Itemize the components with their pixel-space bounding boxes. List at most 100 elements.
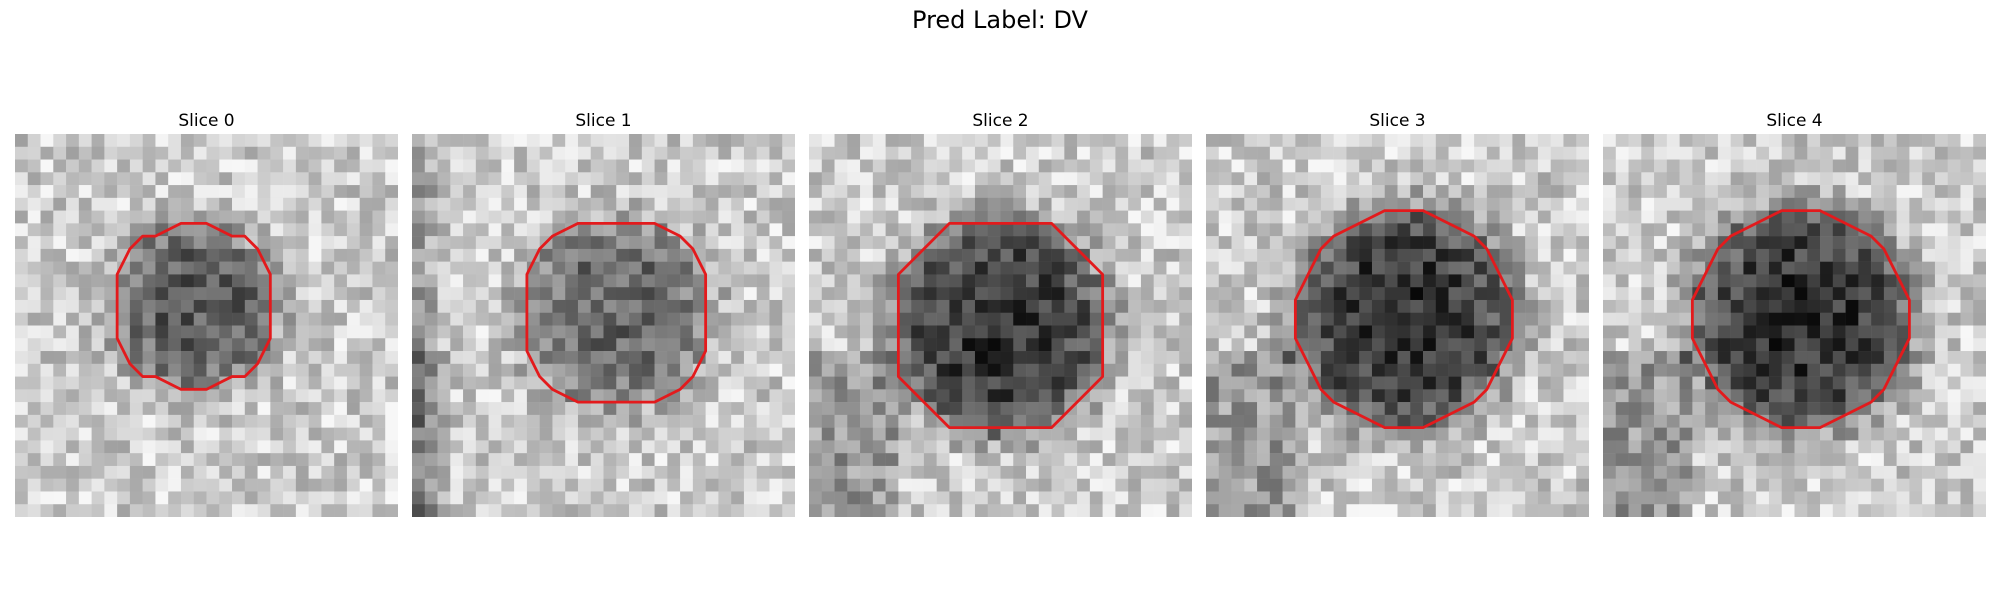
pixel	[1333, 159, 1347, 173]
pixel	[974, 312, 988, 326]
pixel	[1525, 248, 1539, 262]
pixel	[1628, 312, 1642, 326]
pixel	[1140, 172, 1154, 186]
pixel	[91, 325, 105, 339]
pixel	[1257, 351, 1271, 365]
pixel	[1947, 402, 1961, 416]
pixel	[15, 287, 29, 301]
pixel	[1550, 261, 1564, 275]
pixel	[1140, 453, 1154, 467]
slice-image-4	[1603, 134, 1986, 517]
pixel	[1474, 134, 1488, 148]
pixel	[1692, 299, 1706, 313]
pixel	[1013, 325, 1027, 339]
pixel	[40, 223, 54, 237]
pixel	[488, 325, 502, 339]
pixel	[718, 299, 732, 313]
pixel	[475, 440, 489, 454]
pixel	[1077, 427, 1091, 441]
pixel	[437, 223, 451, 237]
pixel	[1871, 274, 1885, 288]
pixel	[488, 440, 502, 454]
pixel	[1282, 299, 1296, 313]
pixel	[1845, 478, 1859, 492]
pixel	[1013, 223, 1027, 237]
pixel	[1576, 376, 1589, 390]
pixel	[359, 453, 373, 467]
pixel	[782, 223, 795, 237]
pixel	[193, 504, 207, 517]
pixel	[1423, 312, 1437, 326]
pixel	[1461, 236, 1475, 250]
pixel	[1883, 465, 1897, 479]
pixel	[821, 325, 835, 339]
pixel	[219, 325, 233, 339]
pixel	[680, 159, 694, 173]
pixel	[680, 427, 694, 441]
pixel	[987, 338, 1001, 352]
pixel	[283, 312, 297, 326]
pixel	[782, 453, 795, 467]
pixel	[1909, 363, 1923, 377]
pixel	[898, 287, 912, 301]
pixel	[206, 299, 220, 313]
pixel	[1947, 491, 1961, 505]
pixel	[1909, 389, 1923, 403]
pixel	[1064, 504, 1078, 517]
pixel	[654, 465, 668, 479]
pixel	[219, 363, 233, 377]
pixel	[654, 159, 668, 173]
pixel	[91, 465, 105, 479]
pixel	[1486, 172, 1500, 186]
pixel	[603, 440, 617, 454]
pixel	[1730, 414, 1744, 428]
pixel	[1435, 363, 1449, 377]
pixel	[295, 491, 309, 505]
pixel	[1359, 453, 1373, 467]
pixel	[1371, 236, 1385, 250]
pixel	[1038, 274, 1052, 288]
pixel	[412, 504, 426, 517]
pixel	[962, 325, 976, 339]
pixel	[1934, 299, 1948, 313]
pixel	[590, 478, 604, 492]
pixel	[463, 491, 477, 505]
pixel	[1140, 363, 1154, 377]
pixel	[1359, 197, 1373, 211]
pixel	[885, 389, 899, 403]
pixel	[1038, 223, 1052, 237]
pixel	[1499, 172, 1513, 186]
pixel	[15, 146, 29, 160]
pixel	[641, 210, 655, 224]
pixel	[463, 363, 477, 377]
pixel	[1295, 146, 1309, 160]
pixel	[1257, 427, 1271, 441]
pixel	[1244, 376, 1258, 390]
pixel	[53, 414, 67, 428]
pixel	[1474, 287, 1488, 301]
pixel	[1486, 402, 1500, 416]
pixel	[1423, 389, 1437, 403]
pixel	[295, 453, 309, 467]
pixel	[667, 363, 681, 377]
pixel	[66, 389, 80, 403]
pixel	[1013, 312, 1027, 326]
pixel	[1333, 414, 1347, 428]
pixel	[385, 351, 398, 365]
pixel	[1871, 223, 1885, 237]
pixel	[667, 248, 681, 262]
pixel	[1820, 236, 1834, 250]
pixel	[1423, 491, 1437, 505]
pixel	[603, 491, 617, 505]
pixel	[129, 427, 143, 441]
pixel	[1128, 274, 1142, 288]
pixel	[1730, 159, 1744, 173]
pixel	[1832, 402, 1846, 416]
pixel	[654, 414, 668, 428]
pixel	[718, 465, 732, 479]
pixel	[142, 351, 156, 365]
pixel	[219, 261, 233, 275]
pixel	[1308, 287, 1322, 301]
pixel	[1909, 274, 1923, 288]
pixel	[40, 402, 54, 416]
